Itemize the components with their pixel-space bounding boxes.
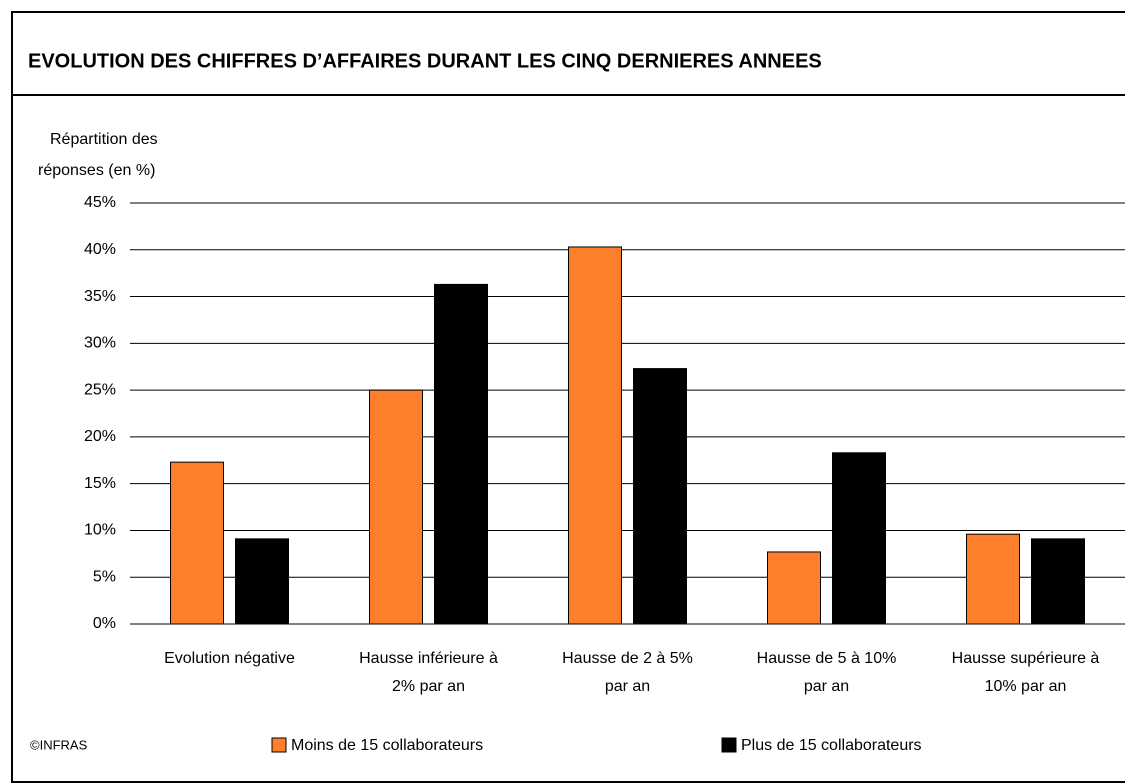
y-tick-label: 0% bbox=[93, 615, 116, 632]
legend-label: Plus de 15 collaborateurs bbox=[741, 737, 922, 754]
bar bbox=[832, 452, 886, 625]
y-tick-label: 40% bbox=[84, 241, 116, 258]
bar bbox=[434, 283, 488, 625]
y-tick-label: 25% bbox=[84, 381, 116, 398]
bar bbox=[1031, 538, 1085, 625]
bar bbox=[235, 538, 289, 625]
x-tick-label: Hausse de 2 à 5% bbox=[562, 650, 693, 667]
y-tick-label: 5% bbox=[93, 568, 116, 585]
bar bbox=[966, 533, 1020, 625]
bar bbox=[170, 461, 224, 625]
x-tick-label: 2% par an bbox=[392, 678, 465, 695]
y-tick-label: 10% bbox=[84, 522, 116, 539]
bar bbox=[633, 368, 687, 625]
x-tick-label: par an bbox=[605, 678, 650, 695]
source: ©INFRAS bbox=[30, 737, 88, 752]
y-tick-label: 45% bbox=[84, 194, 116, 211]
bar bbox=[369, 389, 423, 625]
chart-title: EVOLUTION DES CHIFFRES D’AFFAIRES DURANT… bbox=[28, 50, 822, 72]
y-axis-label: réponses (en %) bbox=[38, 162, 155, 179]
bar bbox=[568, 246, 622, 625]
y-tick-label: 20% bbox=[84, 428, 116, 445]
x-tick-label: par an bbox=[804, 678, 849, 695]
frame bbox=[11, 11, 1125, 783]
legend-swatch bbox=[721, 737, 737, 753]
x-tick-label: 10% par an bbox=[985, 678, 1067, 695]
x-tick-label: Hausse de 5 à 10% bbox=[757, 650, 897, 667]
legend-label: Moins de 15 collaborateurs bbox=[291, 737, 483, 754]
y-axis-label: Répartition des bbox=[50, 131, 158, 148]
x-tick-label: Hausse supérieure à bbox=[952, 650, 1100, 667]
legend-swatch bbox=[271, 737, 287, 753]
y-tick-label: 15% bbox=[84, 475, 116, 492]
y-tick-label: 30% bbox=[84, 335, 116, 352]
bar bbox=[767, 551, 821, 625]
y-tick-label: 35% bbox=[84, 288, 116, 305]
x-tick-label: Hausse inférieure à bbox=[359, 650, 498, 667]
x-tick-label: Evolution négative bbox=[164, 650, 295, 667]
